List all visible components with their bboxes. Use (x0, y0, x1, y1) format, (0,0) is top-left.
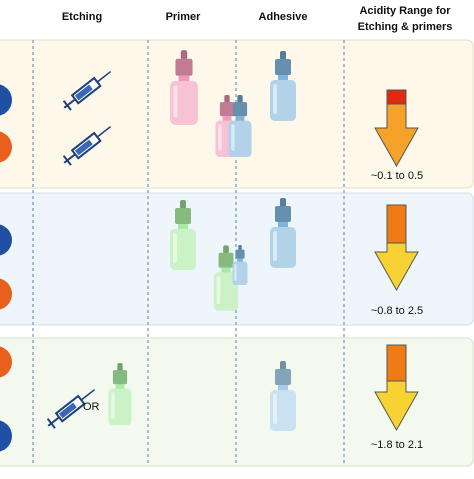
acidity-range: ~0.8 to 2.5 (371, 305, 423, 317)
acidity-range: ~1.8 to 2.1 (371, 439, 423, 451)
header-adhesive: Adhesive (259, 11, 308, 23)
or-label: OR (83, 401, 100, 413)
acidity-range: ~0.1 to 0.5 (371, 170, 423, 182)
header: Etching Primer Adhesive Acidity Range fo… (62, 5, 453, 33)
side-circles (0, 84, 12, 452)
header-etching: Etching (62, 11, 102, 23)
header-primer: Primer (166, 11, 202, 23)
header-acidity-2: Etching & primers (358, 21, 453, 33)
header-acidity-1: Acidity Range for (359, 5, 451, 17)
acidity-arrows (374, 89, 419, 432)
